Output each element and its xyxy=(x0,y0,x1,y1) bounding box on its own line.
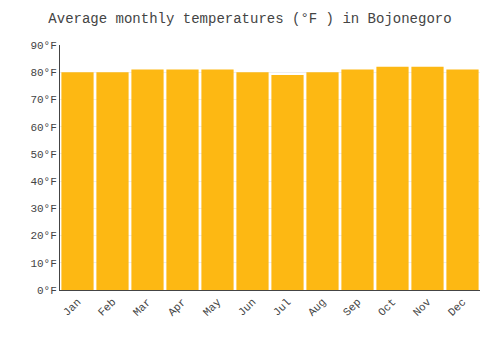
svg-text:Nov: Nov xyxy=(411,296,434,319)
svg-text:40°F: 40°F xyxy=(30,176,56,188)
svg-text:Apr: Apr xyxy=(166,296,188,318)
svg-text:Aug: Aug xyxy=(306,296,328,318)
svg-text:20°F: 20°F xyxy=(30,230,56,242)
svg-text:60°F: 60°F xyxy=(30,122,56,134)
svg-text:Mar: Mar xyxy=(131,296,153,318)
svg-text:Sep: Sep xyxy=(341,296,363,318)
svg-text:Jan: Jan xyxy=(61,296,83,318)
svg-text:50°F: 50°F xyxy=(30,149,56,161)
svg-text:Jun: Jun xyxy=(236,296,258,318)
svg-text:Oct: Oct xyxy=(376,296,398,318)
svg-text:80°F: 80°F xyxy=(30,67,56,79)
svg-text:0°F: 0°F xyxy=(37,285,57,297)
svg-text:Jul: Jul xyxy=(271,296,293,318)
svg-text:May: May xyxy=(201,296,224,319)
svg-text:90°F: 90°F xyxy=(30,40,56,52)
svg-text:Average monthly temperatures (: Average monthly temperatures (°F ) in Bo… xyxy=(48,11,451,27)
svg-text:Feb: Feb xyxy=(96,296,118,318)
svg-text:Dec: Dec xyxy=(446,296,468,318)
svg-text:70°F: 70°F xyxy=(30,94,56,106)
svg-text:30°F: 30°F xyxy=(30,203,56,215)
svg-text:10°F: 10°F xyxy=(30,258,56,270)
